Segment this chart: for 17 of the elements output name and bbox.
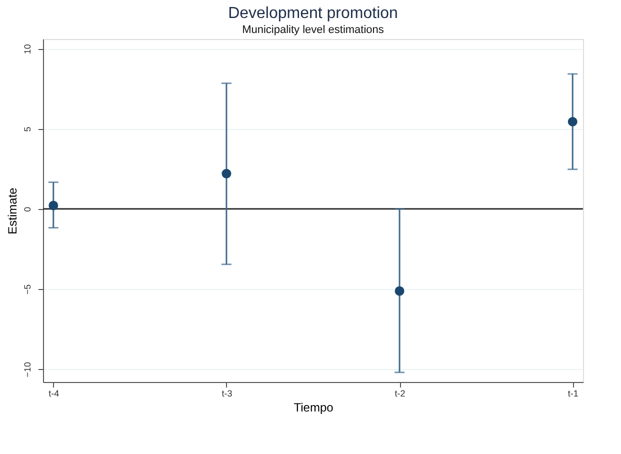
x-tick-label: t-1: [568, 388, 578, 398]
point: [568, 116, 578, 126]
y-tick-label: 10: [22, 44, 32, 54]
y-tick-label: −5: [22, 284, 32, 295]
x-tick-label: t-4: [48, 388, 60, 398]
y-tick-label: 0: [22, 206, 32, 212]
chart-title: Development promotion: [228, 5, 398, 22]
x-axis-title: Tiempo: [294, 400, 334, 414]
y-tick-label: −10: [22, 362, 32, 378]
chart-subtitle: Municipality level estimations: [242, 24, 384, 36]
point: [394, 286, 404, 296]
x-tick-label: t-2: [394, 388, 406, 398]
x-tick-label: t-3: [222, 388, 232, 398]
point: [48, 200, 58, 210]
point: [222, 168, 232, 178]
y-axis-title: Estimate: [6, 187, 20, 234]
y-tick-label: 5: [22, 126, 32, 132]
